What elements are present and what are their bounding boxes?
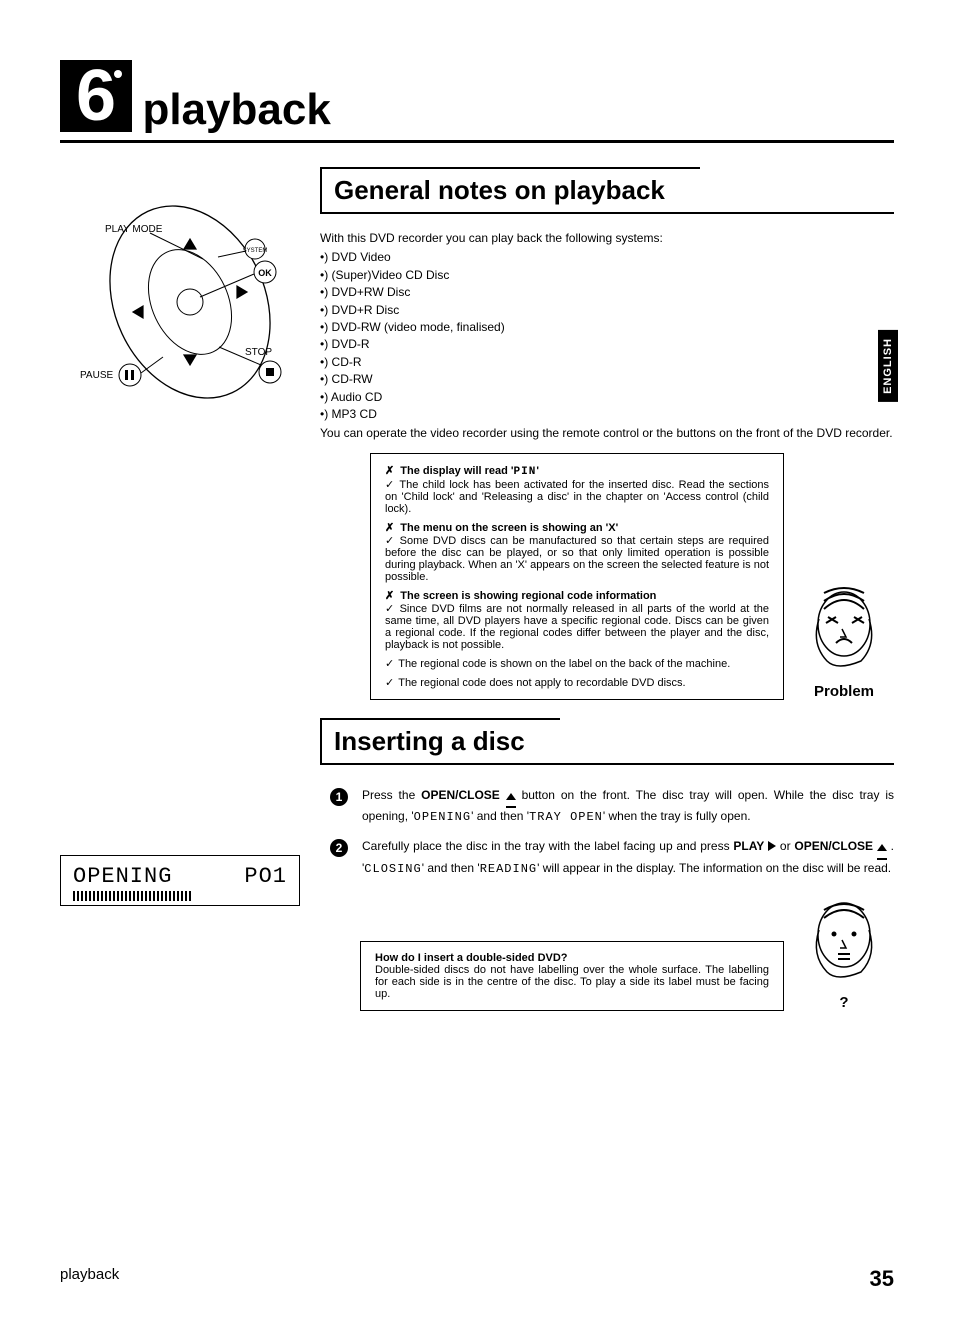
- section-general-notes: General notes on playback: [320, 167, 894, 214]
- section1-heading: General notes on playback: [320, 167, 700, 214]
- step-number: 2: [330, 839, 348, 857]
- page-footer: playback 35: [60, 1266, 894, 1292]
- section-inserting-disc: Inserting a disc: [320, 718, 894, 765]
- eject-icon: [877, 839, 887, 859]
- problem-text: Some DVD discs can be manufactured so th…: [385, 534, 769, 583]
- problem-text: Since DVD films are not normally release…: [385, 602, 769, 651]
- problem-extra: The regional code is shown on the label …: [385, 657, 769, 670]
- format-item: •) DVD Video: [320, 249, 894, 266]
- lcd-bars: [73, 891, 191, 901]
- problem-text: The child lock has been activated for th…: [385, 478, 769, 515]
- eject-icon: [506, 788, 516, 808]
- format-item: •) (Super)Video CD Disc: [320, 267, 894, 284]
- problem-face-icon: [804, 579, 884, 679]
- problem-title: The screen is showing regional code info…: [385, 589, 769, 602]
- tip-title: How do I insert a double-sided DVD?: [375, 952, 769, 964]
- format-item: •) MP3 CD: [320, 406, 894, 423]
- format-item: •) DVD+R Disc: [320, 302, 894, 319]
- system-label: SYSTEM: [243, 248, 268, 254]
- tip-text: Double-sided discs do not have labelling…: [375, 964, 769, 1000]
- header-rule: [60, 140, 894, 143]
- page-number: 35: [870, 1266, 894, 1292]
- stop-label: STOP: [245, 347, 272, 358]
- format-item: •) CD-R: [320, 354, 894, 371]
- format-item: •) DVD+RW Disc: [320, 284, 894, 301]
- tip-box: How do I insert a double-sided DVD? Doub…: [360, 941, 784, 1011]
- lcd-left: OPENING: [73, 864, 172, 889]
- chapter-header: 6 playback: [60, 60, 894, 132]
- step-1: 1 Press the OPEN/CLOSE button on the fro…: [330, 787, 894, 827]
- step-text: Carefully place the disc in the tray wit…: [362, 838, 894, 878]
- problem-title: The display will read 'PIN': [385, 464, 769, 478]
- language-tab: ENGLISH: [878, 330, 898, 402]
- format-item: •) Audio CD: [320, 389, 894, 406]
- step-number: 1: [330, 788, 348, 806]
- lcd-display: OPENING PO1: [60, 855, 300, 906]
- problem-extra: The regional code does not apply to reco…: [385, 676, 769, 689]
- problem-label: Problem: [794, 683, 894, 700]
- problem-box: The display will read 'PIN' The child lo…: [370, 453, 784, 700]
- section1-outro: You can operate the video recorder using…: [320, 425, 894, 442]
- play-mode-label: PLAY MODE: [105, 224, 163, 235]
- ok-label: OK: [258, 268, 272, 278]
- tip-label: ?: [794, 994, 894, 1011]
- pause-label: PAUSE: [80, 370, 113, 381]
- section2-heading: Inserting a disc: [320, 718, 560, 765]
- step-text: Press the OPEN/CLOSE button on the front…: [362, 787, 894, 827]
- play-icon: [768, 841, 776, 851]
- format-item: •) DVD-R: [320, 336, 894, 353]
- remote-illustration: OK PLAY MODE SYSTEM STOP PAUSE: [75, 197, 285, 407]
- format-list: •) DVD Video •) (Super)Video CD Disc •) …: [320, 249, 894, 423]
- tip-face-icon: [804, 890, 884, 990]
- footer-left: playback: [60, 1266, 119, 1292]
- lcd-right: PO1: [244, 864, 287, 889]
- step-2: 2 Carefully place the disc in the tray w…: [330, 838, 894, 878]
- chapter-title: playback: [142, 88, 330, 132]
- section1-intro: With this DVD recorder you can play back…: [320, 230, 894, 247]
- format-item: •) DVD-RW (video mode, finalised): [320, 319, 894, 336]
- problem-title: The menu on the screen is showing an 'X': [385, 521, 769, 534]
- format-item: •) CD-RW: [320, 371, 894, 388]
- chapter-number-badge: 6: [60, 60, 132, 132]
